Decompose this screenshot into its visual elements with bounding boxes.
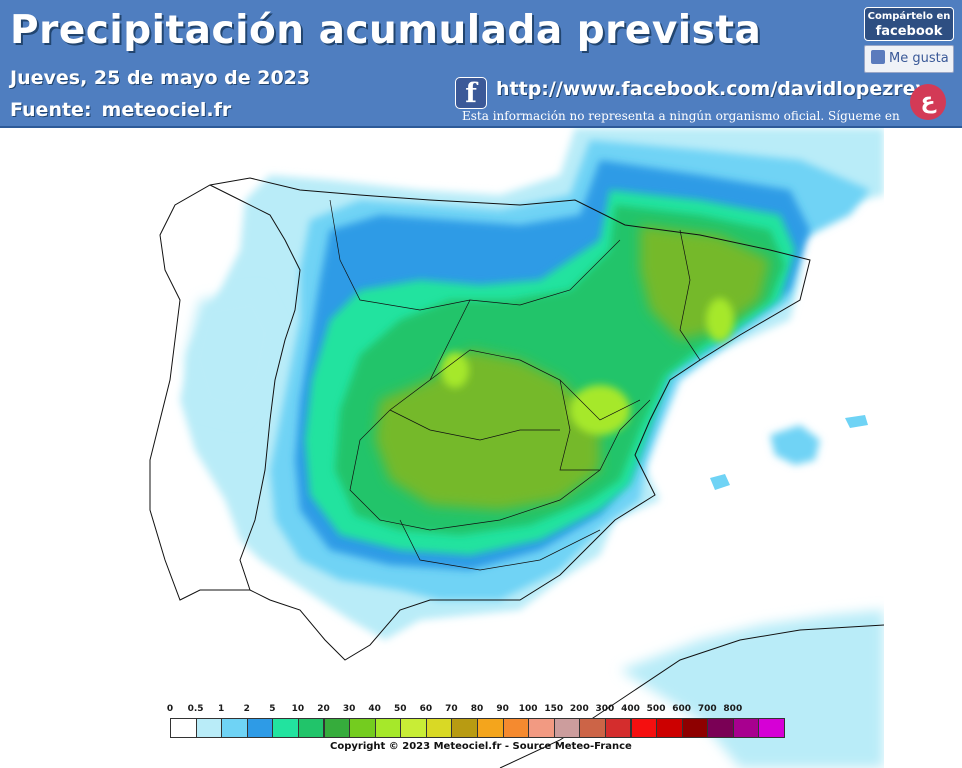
legend-tick-label: 0.5 [187,704,204,714]
legend-tick-label: 40 [368,704,381,714]
legend-tick-label: 700 [697,704,717,714]
precip-peak-madrid [441,352,469,388]
legend-tick-label: 800 [723,704,743,714]
precip-peak-valencia [570,385,630,435]
legend-tick-label: 20 [317,704,330,714]
legend-swatch [477,718,504,738]
region-borders [329,199,701,571]
legend-swatch [579,718,606,738]
legend-tick-label: 2 [243,704,250,714]
legend-swatch [323,718,351,738]
legend-tick-label: 1 [218,704,225,714]
legend-tick-label: 30 [342,704,356,714]
precip-peak-catalonia [706,298,734,342]
legend-tick-label: 50 [393,704,407,714]
share-big-label: facebook [875,24,943,39]
legend-swatch [170,718,197,738]
legend-swatch [374,718,402,738]
legend-swatch [195,718,223,738]
legend-swatch [349,718,376,738]
legend-swatch [656,718,683,738]
legend-swatch [451,718,478,738]
legend-tick-label: 10 [291,704,305,714]
header-banner: Precipitación acumulada prevista Jueves,… [0,0,962,128]
legend-swatch [604,718,632,738]
legend-swatch [732,718,760,738]
legend-tick-label: 100 [518,704,538,714]
legend-tick-label: 60 [419,704,433,714]
legend-tick-label: 80 [470,704,484,714]
legend-tick-label: 500 [646,704,666,714]
coastline [149,177,811,661]
share-small-label: Compártelo en [867,11,951,22]
legend-tick-label: 600 [672,704,692,714]
forecast-date: Jueves, 25 de mayo de 2023 [10,67,311,89]
like-button[interactable]: Me gusta [864,45,954,73]
precip-zone-olive-ne [640,225,770,340]
legend-tick-label: 0 [166,704,174,714]
legend-swatch [221,718,248,738]
precipitation-map [0,128,962,768]
africa-coast [499,624,884,768]
source-line: Fuente: meteociel.fr [10,99,231,121]
legend-swatch [400,718,427,738]
facebook-url-link[interactable]: http://www.facebook.com/davidlopezrey [496,78,928,100]
legend-swatch [707,718,734,738]
island-mallorca [770,425,820,465]
legend-swatch [502,718,530,738]
copyright-text: Copyright © 2023 Meteociel.fr - Source M… [330,741,632,752]
facebook-icon[interactable]: f [455,77,487,109]
legend-tick-label: 150 [544,704,564,714]
legend-swatch [297,718,325,738]
legend-swatch [425,718,453,738]
legend-tick-label: 70 [445,704,458,714]
precip-zone-light-sw [185,290,280,420]
author-logo-icon: ع [910,84,946,120]
legend-swatch [528,718,555,738]
share-facebook-button[interactable]: Compártelo en facebook [864,7,954,41]
legend-swatch [630,718,658,738]
legend-tick-label: 5 [269,704,276,714]
legend-tick-label: 200 [569,704,589,714]
legend-swatch [246,718,274,738]
page-title: Precipitación acumulada prevista [10,8,762,53]
source-value: meteociel.fr [101,99,232,121]
legend-tick-label: 90 [496,704,509,714]
legend-swatch [553,718,581,738]
legend-swatch [681,718,709,738]
disclaimer-text: Esta información no representa a ningún … [462,109,900,123]
legend-swatch [272,718,299,738]
thumbs-up-icon [871,50,885,64]
island-ibiza [710,474,730,490]
portugal-border [209,184,301,591]
legend-tick-label: 300 [595,704,615,714]
precip-zone-light-africa [620,610,884,768]
legend-swatch [758,718,785,738]
source-label: Fuente: [10,99,92,121]
like-label: Me gusta [889,51,949,66]
legend-tick-label: 400 [621,704,640,714]
precip-zone-olive [375,350,600,510]
island-menorca [845,415,868,428]
